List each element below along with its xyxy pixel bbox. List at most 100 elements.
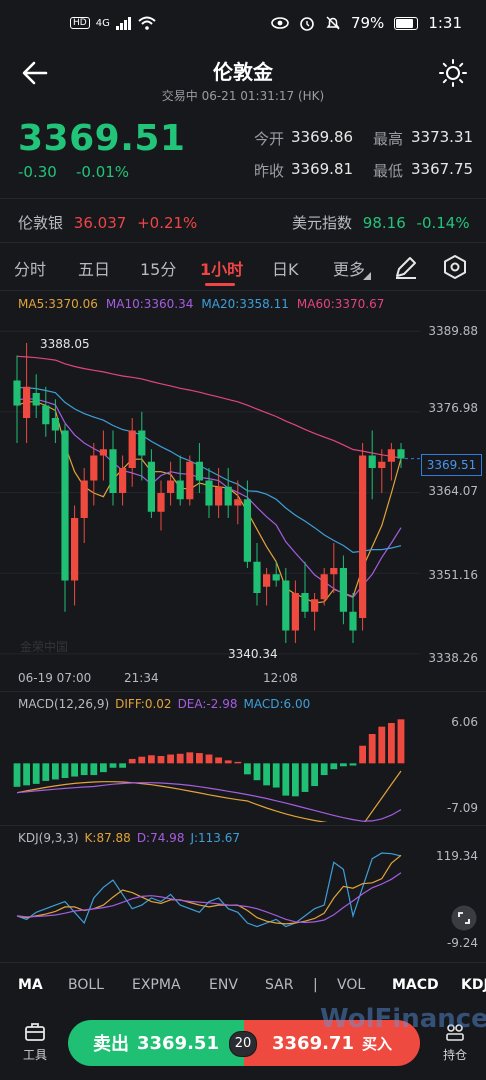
fullscreen-toggle-icon[interactable] (451, 905, 477, 931)
eye-icon (271, 17, 289, 29)
candle-body (51, 418, 59, 431)
macd-bar (196, 753, 203, 764)
indicator-tab-vol[interactable]: VOL (337, 977, 366, 993)
macd-bar (42, 763, 50, 781)
macd-bar (128, 758, 136, 764)
time-axis-label: 21:34 (124, 671, 159, 685)
macd-diff: DIFF:0.02 (115, 697, 172, 711)
indicator-tab-ma[interactable]: MA (18, 977, 43, 993)
macd-bar (330, 763, 338, 770)
price-axis-label: 3351.16 (428, 568, 478, 582)
macd-bar (176, 753, 184, 764)
macd-bar (80, 763, 88, 776)
macd-bar (157, 756, 165, 764)
low-value: 3367.75 (411, 160, 474, 178)
divider (0, 825, 486, 826)
current-price-tag: 3369.51 (421, 454, 482, 476)
candle-body (61, 430, 69, 581)
related-dxy[interactable]: 美元指数 98.16 -0.14% (292, 212, 470, 233)
macd-bar (359, 745, 366, 764)
high-value: 3373.31 (411, 128, 474, 146)
indicator-tab-env[interactable]: ENV (209, 977, 238, 993)
ma-line (16, 355, 402, 459)
macd-bar (263, 763, 270, 786)
macd-bar (272, 763, 280, 788)
back-arrow-icon[interactable] (18, 56, 52, 90)
indicator-tab-expma[interactable]: EXPMA (132, 977, 181, 993)
draw-pencil-icon[interactable] (393, 254, 419, 280)
ma20-label: MA20:3358.11 (201, 297, 289, 311)
trading-status: 交易中 06-21 01:31:17 (HK) (161, 89, 325, 103)
buy-price: 3369.71 (272, 1032, 354, 1054)
tab-more[interactable]: 更多 (333, 260, 366, 279)
candle-body (215, 486, 223, 506)
candle-body (42, 405, 50, 425)
candle-body (378, 461, 386, 468)
macd-bar (244, 763, 251, 775)
candle-body (167, 480, 175, 493)
candle-body (176, 480, 184, 500)
macd-bar (167, 754, 174, 764)
buy-button[interactable]: 3369.71 买入 (244, 1020, 420, 1066)
candle-body (397, 449, 405, 459)
price-axis-label: 3389.88 (428, 324, 478, 338)
low-annotation: 3340.34 (228, 647, 278, 661)
tab-1hour[interactable]: 1小时 (200, 260, 244, 279)
divider (0, 242, 486, 243)
price-change: -0.30 (18, 163, 57, 181)
indicator-tab-sar[interactable]: SAR (265, 977, 294, 993)
positions-icon (446, 1024, 464, 1041)
chart-settings-icon[interactable] (442, 254, 468, 280)
candle-body (23, 386, 31, 418)
macd-bar (292, 763, 299, 797)
candle-body (243, 499, 251, 562)
candle-body (349, 611, 357, 631)
macd-bar (320, 763, 328, 776)
page-title: 伦敦金 (213, 60, 273, 84)
macd-chart[interactable] (0, 712, 486, 822)
positions-button[interactable]: 持仓 (438, 1022, 472, 1063)
macd-bar (234, 761, 242, 764)
sell-button[interactable]: 卖出 3369.51 (68, 1020, 244, 1066)
tools-button[interactable]: 工具 (18, 1022, 52, 1063)
candle-body (330, 568, 338, 575)
tab-five-day[interactable]: 五日 (78, 260, 111, 279)
related-name: 美元指数 (292, 214, 353, 232)
status-right: 79% 1:31 (271, 14, 462, 32)
macd-bar (71, 763, 78, 777)
candle-body (368, 455, 376, 468)
macd-bar (397, 719, 405, 764)
buy-label: 买入 (361, 1034, 392, 1053)
macd-bar (205, 754, 213, 764)
candle-body (205, 480, 213, 506)
settings-sun-icon[interactable] (438, 58, 468, 88)
macd-bar (100, 763, 107, 773)
indicator-tab-boll[interactable]: BOLL (68, 977, 104, 993)
related-silver[interactable]: 伦敦银 36.037 +0.21% (18, 212, 197, 233)
mute-bell-icon (326, 16, 340, 30)
macd-bar (138, 756, 146, 764)
candle-body (138, 430, 146, 456)
candle-body (282, 580, 290, 631)
candle-body (157, 493, 165, 512)
candle-body (109, 449, 117, 493)
price-axis-label: 3338.26 (428, 651, 478, 665)
kdj-axis-label: 119.34 (436, 849, 478, 863)
macd-bar (148, 755, 155, 764)
price-change-pct: -0.01% (76, 163, 130, 181)
indicator-tab-kdj[interactable]: KDJ (461, 977, 486, 993)
macd-bar (32, 763, 40, 784)
network-label: 4G (95, 17, 110, 29)
brand-watermark: WolFinance (320, 1004, 486, 1034)
candle-body (263, 574, 271, 587)
tab-intraday[interactable]: 分时 (14, 260, 47, 279)
candle-body (224, 486, 232, 506)
tab-separator: | (313, 977, 318, 993)
indicator-tab-macd[interactable]: MACD (392, 977, 439, 993)
macd-bar (282, 763, 290, 796)
tab-daily[interactable]: 日K (272, 260, 299, 279)
kdj-chart[interactable] (0, 848, 486, 948)
macd-bar (13, 763, 21, 787)
candlestick-chart[interactable] (0, 318, 486, 668)
tab-15min[interactable]: 15分 (140, 260, 177, 279)
